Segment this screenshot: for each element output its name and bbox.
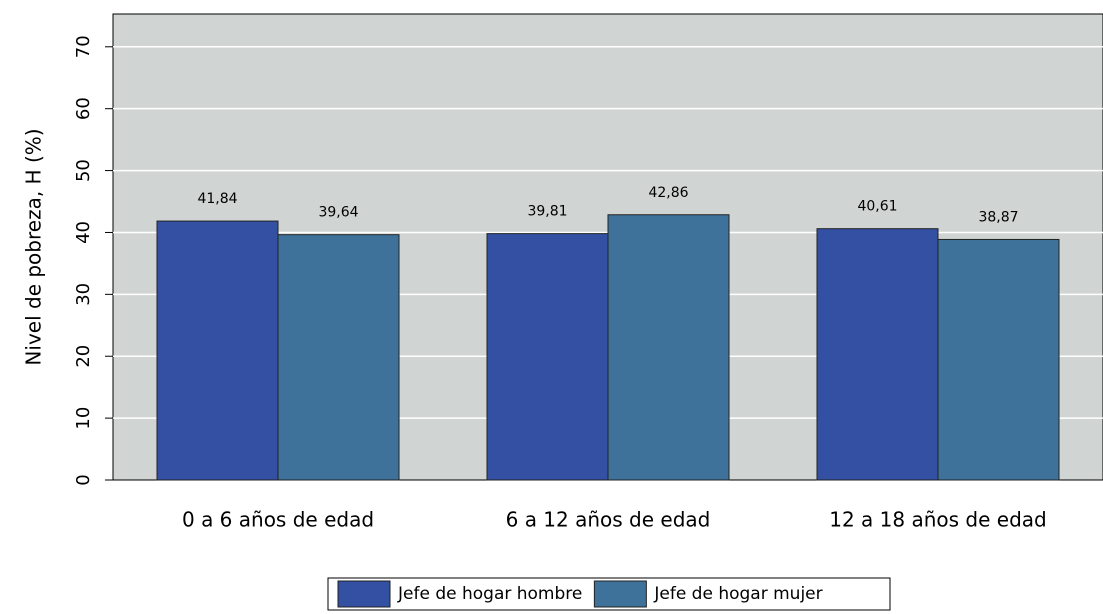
value-label: 41,84 xyxy=(197,191,237,207)
y-tick-label: 0 xyxy=(73,474,94,485)
bar xyxy=(156,220,279,481)
x-tick-label: 12 a 18 años de edad xyxy=(829,508,1046,532)
bar xyxy=(607,214,730,481)
legend-swatch xyxy=(593,580,647,608)
y-tick-label: 20 xyxy=(73,345,94,368)
y-tick-label: 70 xyxy=(73,35,94,58)
bar xyxy=(486,233,609,481)
y-tick-label: 10 xyxy=(73,407,94,430)
bar xyxy=(816,228,939,481)
bar xyxy=(937,238,1060,481)
value-label: 39,81 xyxy=(527,204,567,220)
y-tick-label: 30 xyxy=(73,283,94,306)
legend-swatch xyxy=(337,580,391,608)
value-label: 38,87 xyxy=(978,209,1018,225)
value-label: 40,61 xyxy=(857,199,897,215)
bar xyxy=(277,234,400,481)
legend-label: Jefe de hogar mujer xyxy=(653,584,822,604)
legend-label: Jefe de hogar hombre xyxy=(397,584,582,604)
y-tick-label: 60 xyxy=(73,97,94,120)
y-tick-label: 40 xyxy=(73,221,94,244)
value-label: 39,64 xyxy=(318,205,358,221)
value-label: 42,86 xyxy=(648,185,688,201)
y-axis-label: Nivel de pobreza, H (%) xyxy=(22,128,46,365)
y-tick-label: 50 xyxy=(73,159,94,182)
x-tick-label: 6 a 12 años de edad xyxy=(506,508,711,532)
x-tick-label: 0 a 6 años de edad xyxy=(182,508,374,532)
